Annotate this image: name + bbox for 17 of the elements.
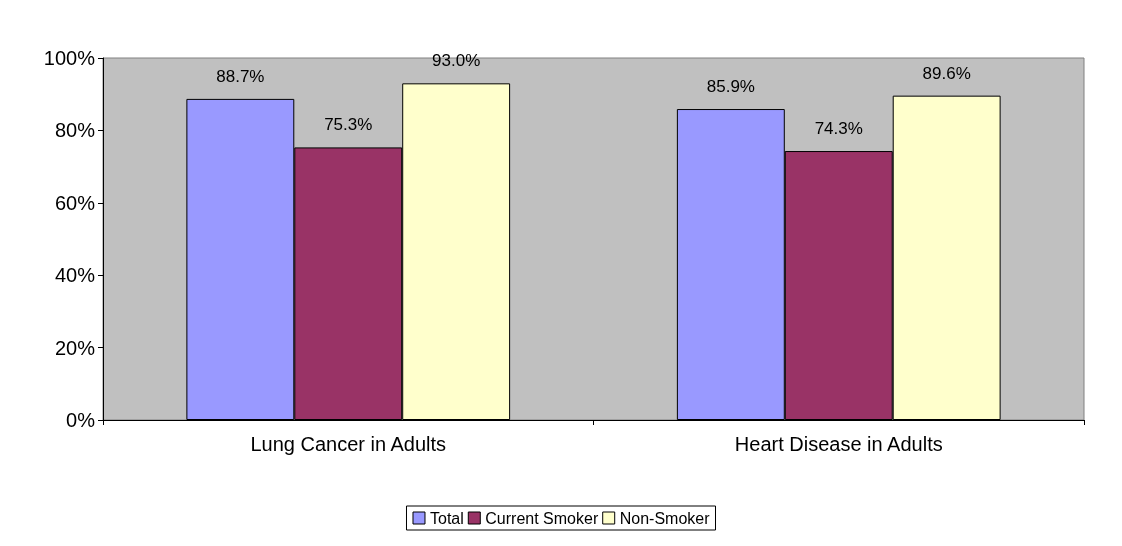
y-tick-label: 80%: [54, 119, 96, 142]
data-label: 88.7%: [216, 66, 265, 86]
x-tick-label: Heart Disease in Adults: [734, 433, 943, 455]
legend-label: Non-Smoker: [619, 509, 711, 527]
y-tick-label: 40%: [54, 264, 96, 287]
y-tick-label: 100%: [43, 47, 96, 69]
data-label: 75.3%: [324, 115, 373, 135]
data-label: 74.3%: [814, 119, 863, 139]
legend-label: Total: [429, 509, 464, 527]
y-tick-label: 20%: [54, 336, 96, 359]
data-label: 85.9%: [706, 77, 755, 97]
data-label: 93.0%: [432, 51, 481, 71]
data-label: 89.6%: [922, 63, 971, 83]
y-tick-label: 0%: [66, 409, 96, 431]
y-tick-label: 60%: [54, 191, 96, 214]
legend-label: Current Smoker: [485, 509, 599, 527]
x-tick-label: Lung Cancer in Adults: [250, 433, 447, 455]
